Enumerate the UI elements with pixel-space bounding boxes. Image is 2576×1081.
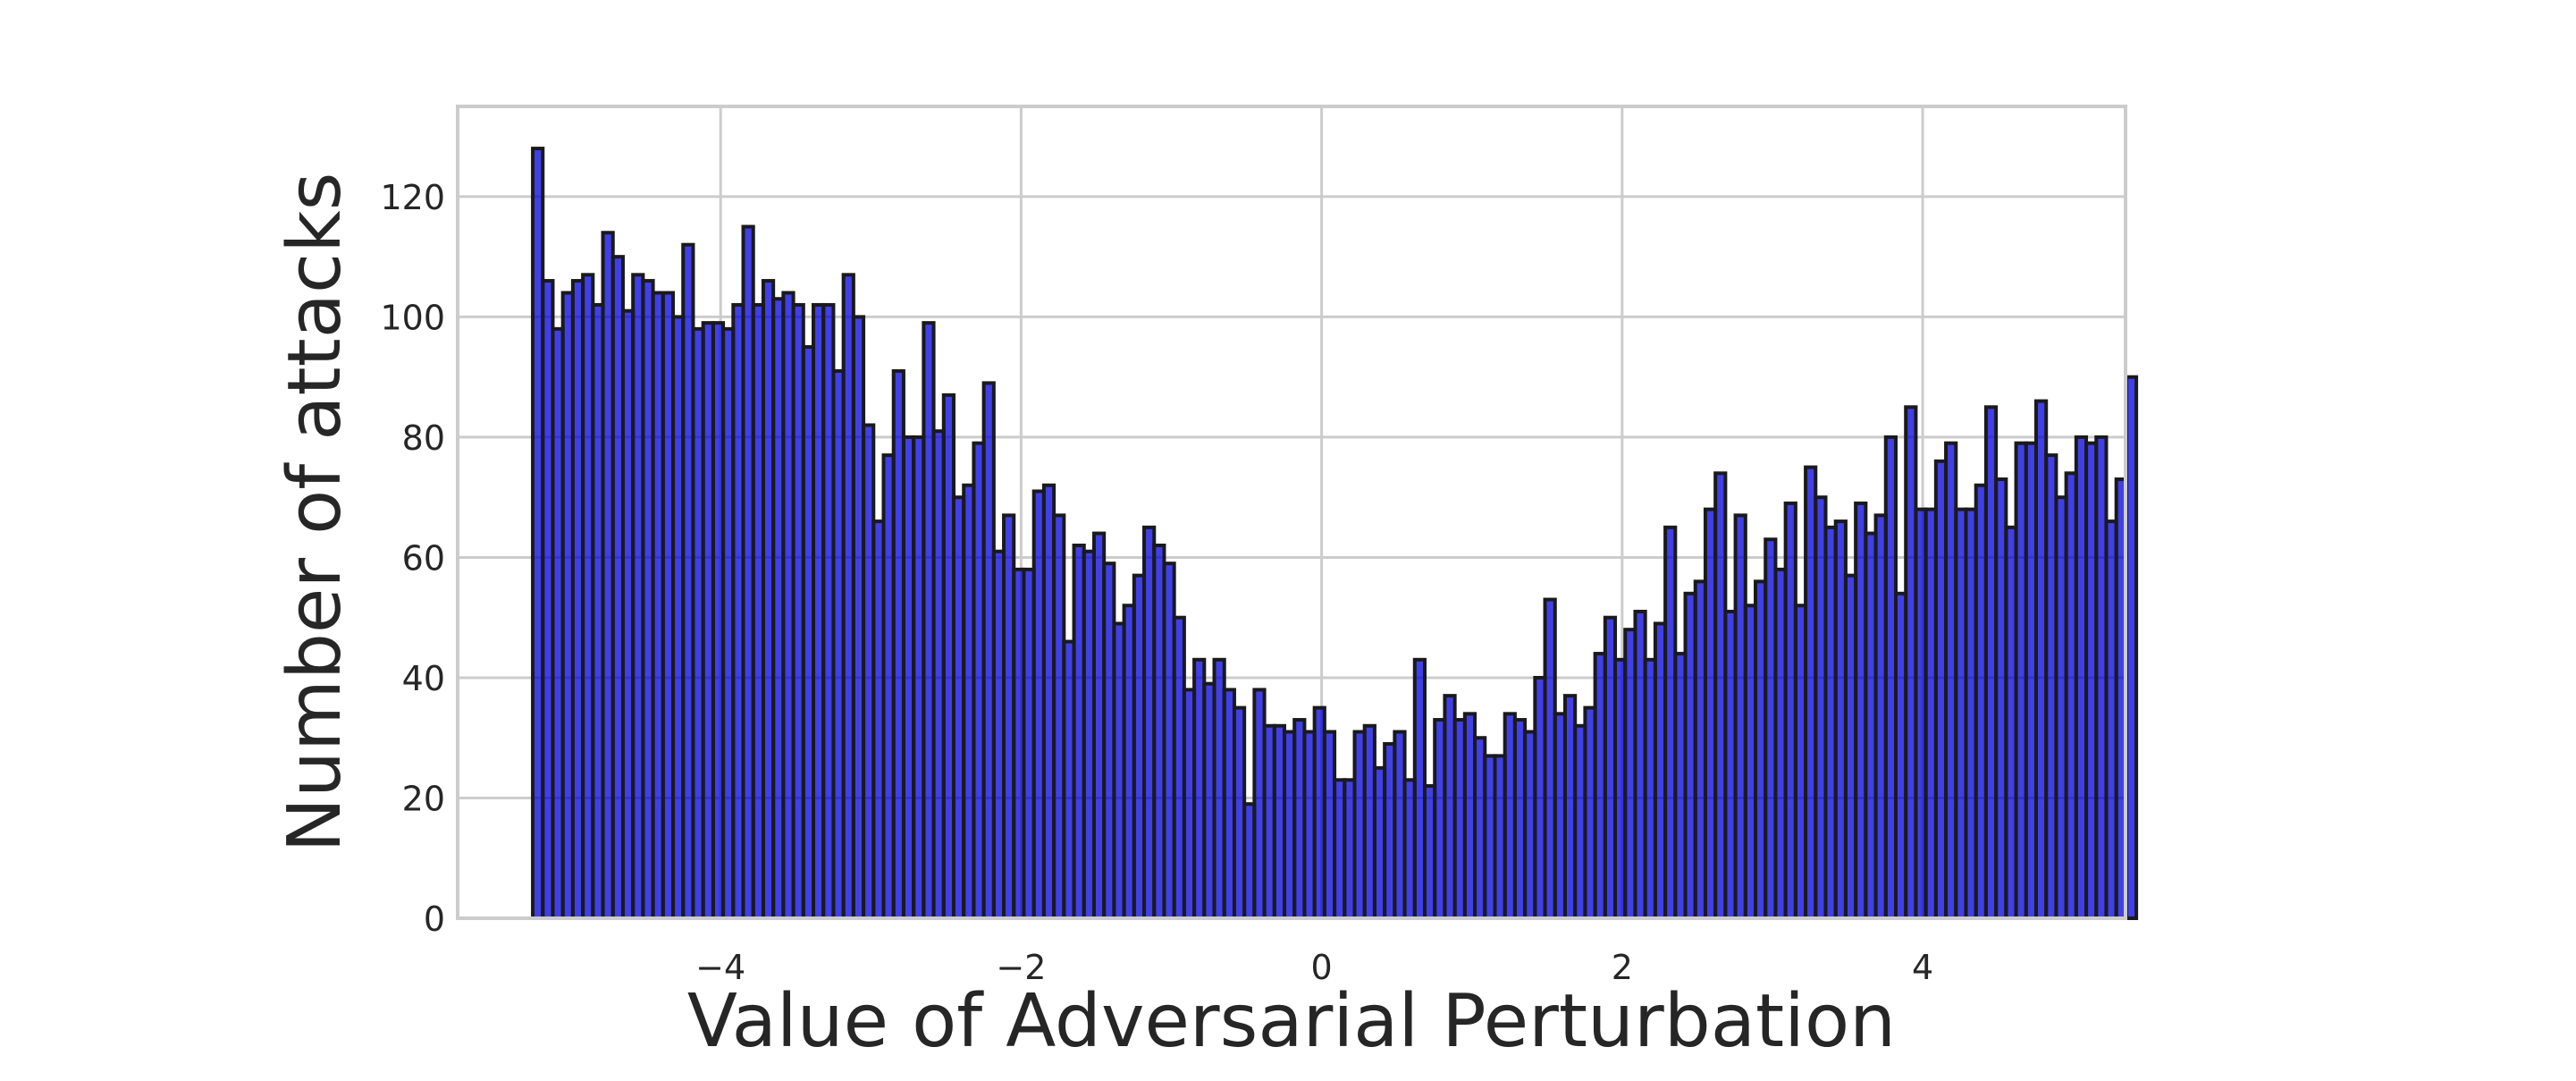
- y-tick-labels: 0 20 40 60 80 100 120: [380, 178, 445, 939]
- y-tick-label: 100: [380, 298, 445, 337]
- y-tick-label: 0: [424, 899, 445, 939]
- histogram-bar: [2124, 375, 2139, 920]
- y-tick-label: 60: [402, 538, 445, 578]
- y-axis-label: Number of attacks: [273, 173, 358, 853]
- x-tick-label: −2: [996, 948, 1046, 987]
- x-tick-label: 0: [1311, 948, 1333, 987]
- y-tick-label: 20: [402, 779, 445, 818]
- x-tick-label: −4: [695, 948, 745, 987]
- y-tick-label: 120: [380, 178, 445, 217]
- plot-frame: [456, 105, 2127, 920]
- x-tick-labels: −4 −2 0 2 4: [695, 948, 1933, 987]
- x-axis-label: Value of Adversarial Perturbation: [687, 979, 1896, 1064]
- x-tick-label: 2: [1612, 948, 1633, 987]
- y-tick-label: 40: [402, 659, 445, 698]
- y-tick-label: 80: [402, 418, 445, 458]
- x-tick-label: 4: [1912, 948, 1933, 987]
- histogram-bars: [531, 147, 2139, 921]
